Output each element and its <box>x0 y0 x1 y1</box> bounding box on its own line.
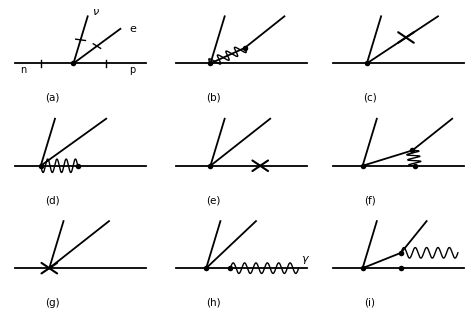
Text: $\nu$: $\nu$ <box>92 7 100 17</box>
Text: (a): (a) <box>45 93 59 103</box>
Text: $\gamma$: $\gamma$ <box>301 254 310 266</box>
Text: (h): (h) <box>206 298 220 308</box>
Text: (g): (g) <box>45 298 59 308</box>
Text: (b): (b) <box>206 93 220 103</box>
Text: e: e <box>130 24 137 34</box>
Text: p: p <box>128 65 135 75</box>
Text: (i): (i) <box>364 298 375 308</box>
Text: (d): (d) <box>45 195 59 205</box>
Text: (e): (e) <box>206 195 220 205</box>
Text: (c): (c) <box>363 93 377 103</box>
Text: (f): (f) <box>364 195 375 205</box>
Text: n: n <box>20 65 27 75</box>
